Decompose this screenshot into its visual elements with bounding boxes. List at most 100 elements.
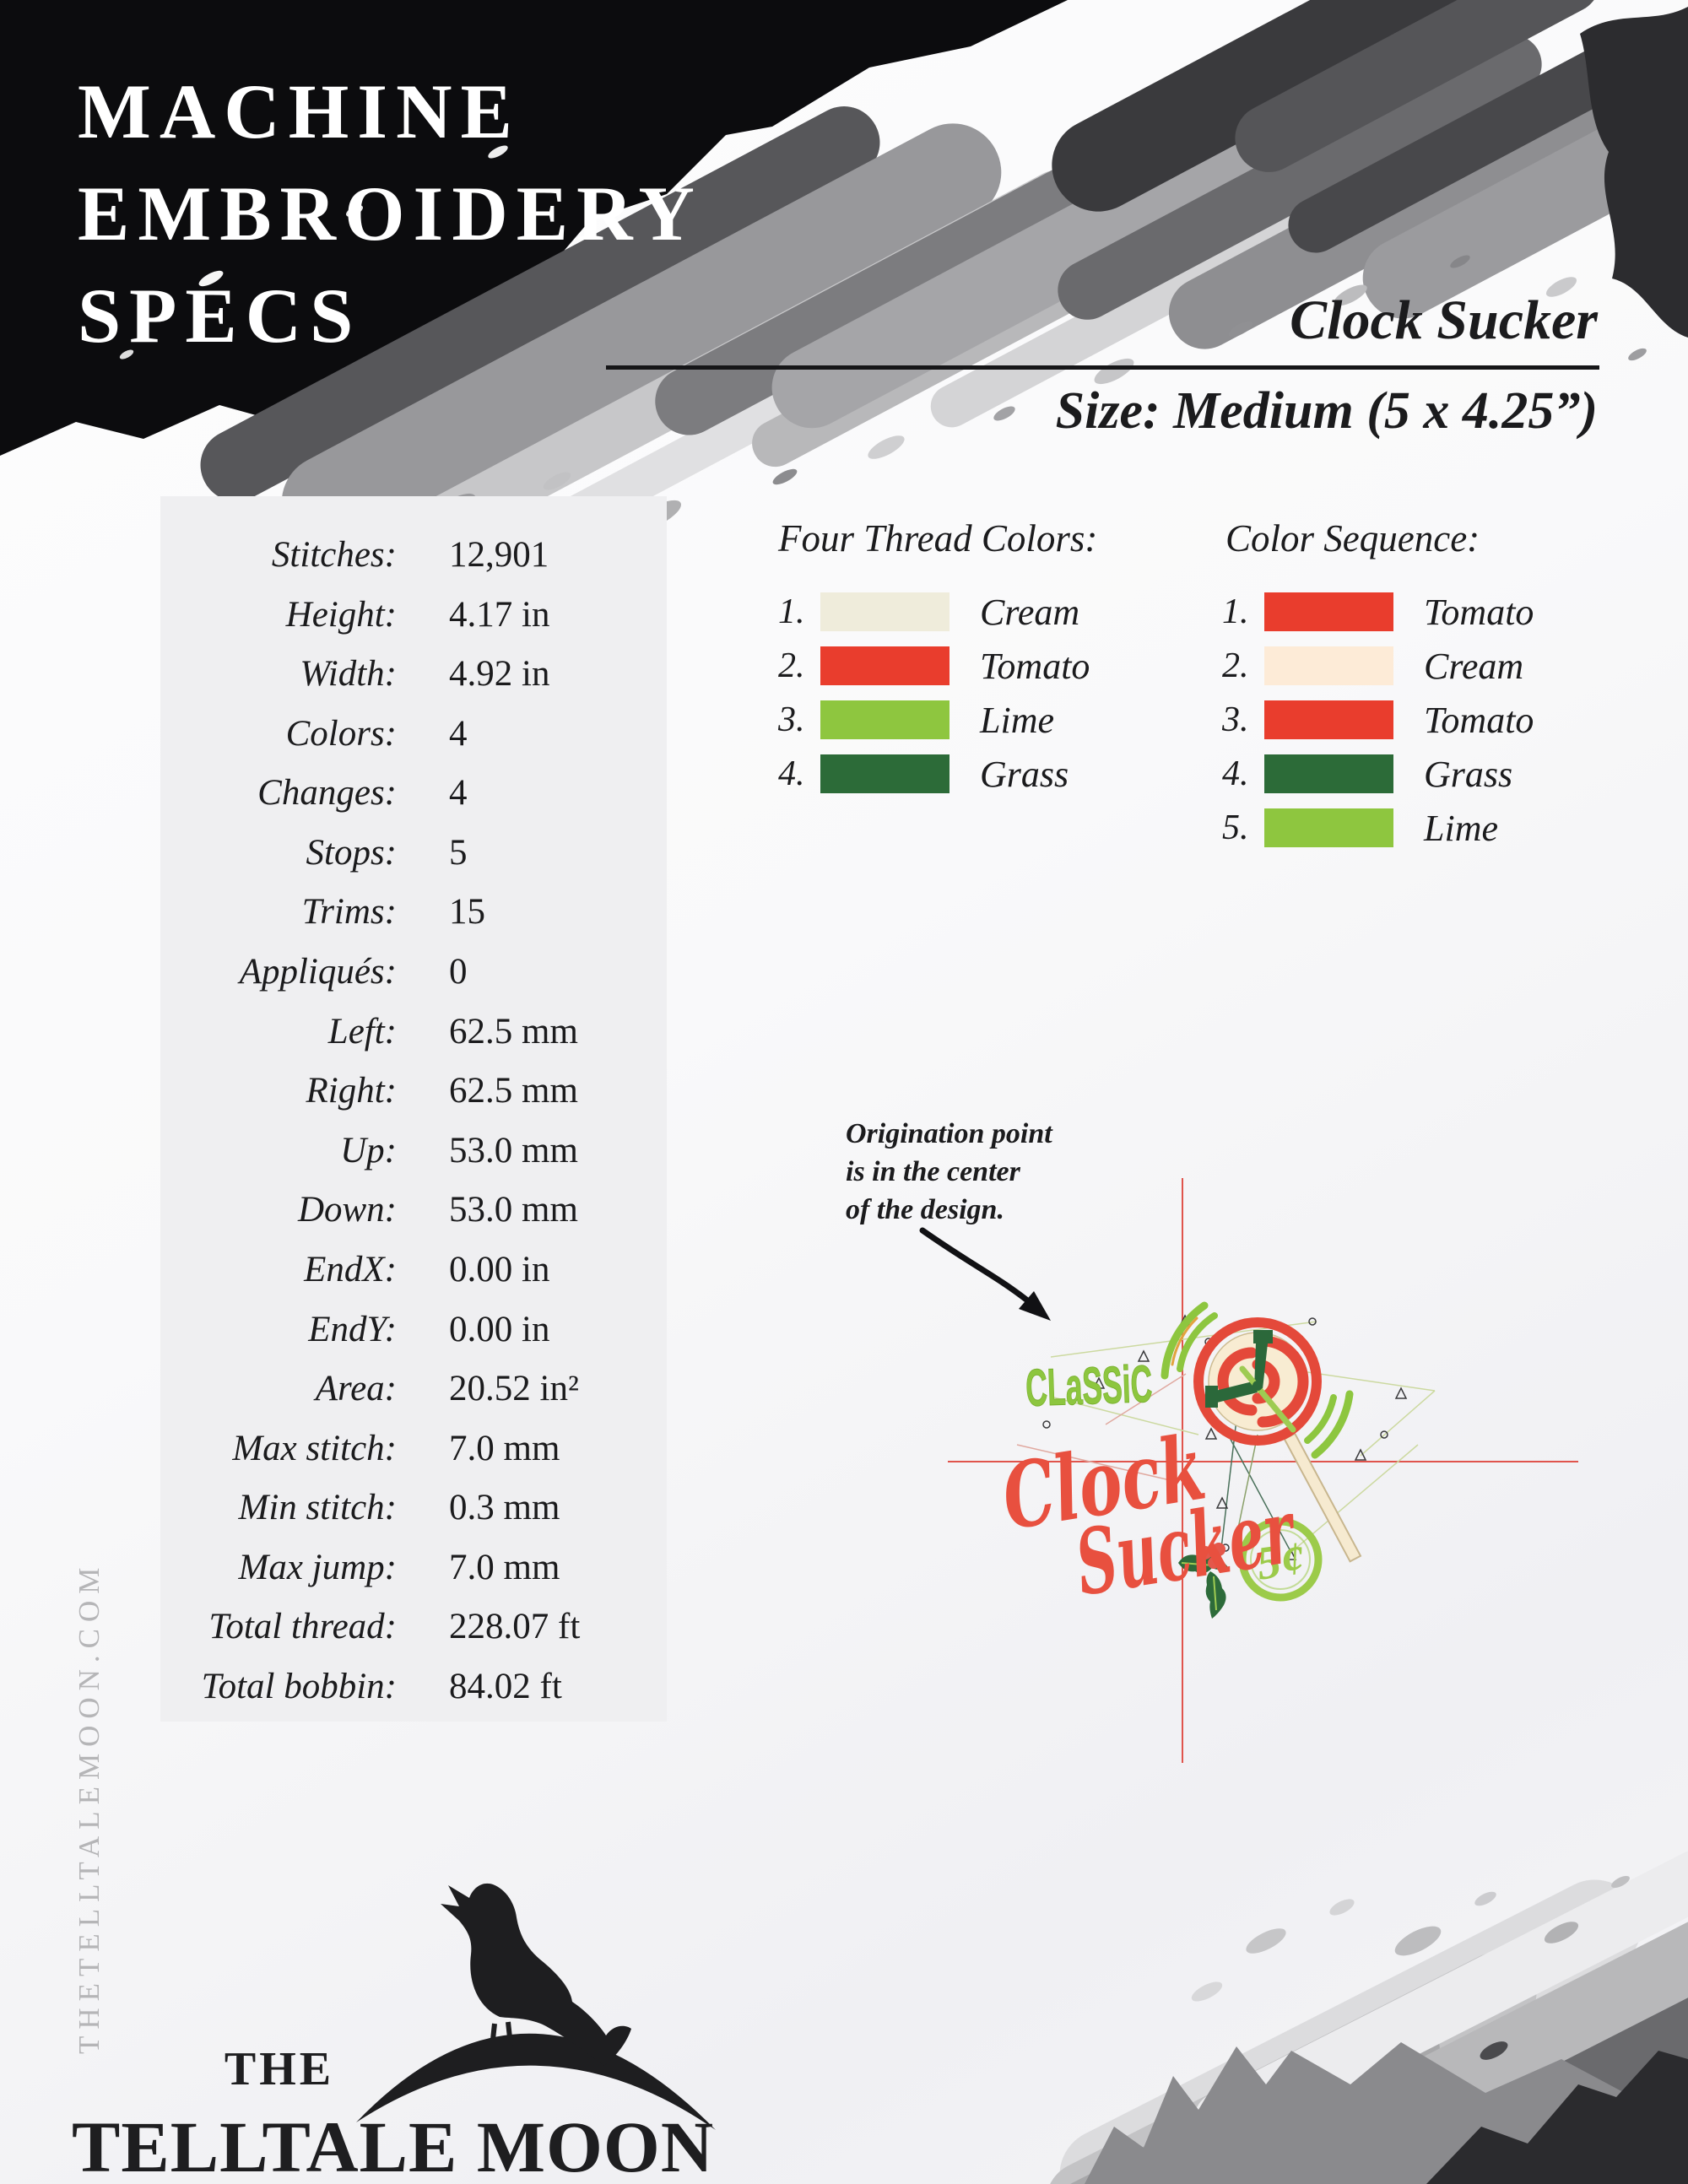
color-number: 3. bbox=[778, 700, 805, 739]
spec-label: Width: bbox=[300, 654, 397, 695]
spec-row: Right: 62.5 mm bbox=[160, 1073, 667, 1109]
crescent-moon-icon bbox=[356, 2033, 716, 2130]
color-list-item: 3. Lime bbox=[778, 699, 1090, 741]
spec-label: Changes: bbox=[257, 773, 397, 814]
spec-value: 62.5 mm bbox=[449, 1011, 578, 1051]
spec-row: Up: 53.0 mm bbox=[160, 1133, 667, 1169]
thread-colors-list: 1. Cream 2. Tomato 3. Lime 4. Grass bbox=[778, 592, 1090, 808]
spec-row: Area: 20.52 in² bbox=[160, 1370, 667, 1407]
origination-note-line: of the design. bbox=[846, 1193, 1004, 1225]
spec-label: Appliqués: bbox=[239, 952, 397, 992]
color-number: 1. bbox=[778, 592, 805, 631]
spec-label: Height: bbox=[285, 594, 397, 635]
specs-panel: Stitches: 12,901 Height: 4.17 in Width: 4.92 … bbox=[160, 496, 667, 1722]
color-name: Cream bbox=[980, 591, 1080, 633]
spec-row: Stops: 5 bbox=[160, 835, 667, 871]
page-title: MACHINE EMBROIDERY SPECS bbox=[78, 61, 703, 367]
spec-row: Changes: 4 bbox=[160, 775, 667, 811]
color-swatch bbox=[1264, 754, 1393, 793]
color-number: 3. bbox=[1222, 700, 1249, 739]
telltale-moon-logo bbox=[356, 1883, 716, 2130]
spec-value: 7.0 mm bbox=[449, 1428, 560, 1468]
motion-arcs bbox=[1160, 1301, 1354, 1459]
spec-row: Down: 53.0 mm bbox=[160, 1192, 667, 1228]
logo-the-text: THE bbox=[224, 2043, 335, 2095]
color-sequence-list: 1. Tomato 2. Cream 3. Tomato 4. Grass 5. Lime bbox=[1222, 592, 1534, 862]
origination-arrow-icon bbox=[919, 1227, 1051, 1321]
spec-label: Total bobbin: bbox=[201, 1666, 397, 1706]
origination-note-line: is in the center bbox=[846, 1155, 1020, 1187]
classic-text: CLaSSiC bbox=[1025, 1355, 1153, 1418]
color-swatch bbox=[820, 700, 950, 739]
spec-value: 53.0 mm bbox=[449, 1190, 578, 1230]
color-sequence-heading: Color Sequence: bbox=[1225, 517, 1480, 560]
color-list-item: 5. Lime bbox=[1222, 807, 1534, 849]
spec-row: Max jump: 7.0 mm bbox=[160, 1549, 667, 1586]
title-divider bbox=[606, 365, 1599, 370]
spec-value: 0.3 mm bbox=[449, 1488, 560, 1528]
color-swatch bbox=[820, 754, 950, 793]
color-number: 2. bbox=[778, 646, 805, 685]
spec-label: Max jump: bbox=[238, 1547, 397, 1587]
spec-value: 62.5 mm bbox=[449, 1071, 578, 1111]
spec-value: 5 bbox=[449, 832, 468, 873]
spec-row: Max stitch: 7.0 mm bbox=[160, 1430, 667, 1467]
spec-label: Max stitch: bbox=[232, 1428, 397, 1468]
color-list-item: 4. Grass bbox=[1222, 753, 1534, 795]
spec-row: EndX: 0.00 in bbox=[160, 1251, 667, 1288]
origination-note: Origination point is in the center of th… bbox=[846, 1116, 1052, 1230]
spec-label: Stops: bbox=[306, 832, 398, 873]
color-swatch bbox=[1264, 592, 1393, 631]
holly-icon bbox=[1178, 1543, 1229, 1619]
color-list-item: 2. Cream bbox=[1222, 645, 1534, 687]
spec-value: 4 bbox=[449, 713, 468, 754]
color-swatch bbox=[1264, 646, 1393, 685]
spec-label: Total thread: bbox=[208, 1607, 397, 1647]
color-swatch bbox=[1264, 700, 1393, 739]
spec-label: Stitches: bbox=[271, 535, 397, 575]
spec-label: Down: bbox=[297, 1190, 397, 1230]
spec-row: Left: 62.5 mm bbox=[160, 1014, 667, 1050]
spec-row: Stitches: 12,901 bbox=[160, 537, 667, 573]
color-list-item: 1. Tomato bbox=[1222, 592, 1534, 633]
spec-row: Colors: 4 bbox=[160, 716, 667, 752]
spec-value: 53.0 mm bbox=[449, 1130, 578, 1170]
price-text: 5¢ bbox=[1253, 1532, 1307, 1590]
page-title-line: EMBROIDERY bbox=[78, 170, 703, 257]
color-name: Grass bbox=[980, 753, 1069, 795]
spec-row: Width: 4.92 in bbox=[160, 656, 667, 692]
spec-value: 15 bbox=[449, 892, 485, 933]
spec-row: Min stitch: 0.3 mm bbox=[160, 1489, 667, 1526]
color-list-item: 2. Tomato bbox=[778, 646, 1090, 687]
spec-row: Total thread: 228.07 ft bbox=[160, 1608, 667, 1645]
spec-label: Trims: bbox=[301, 892, 397, 933]
crow-icon bbox=[441, 1883, 631, 2066]
clock-hands bbox=[1205, 1330, 1296, 1433]
spec-row: Trims: 15 bbox=[160, 894, 667, 930]
spec-row: Total bobbin: 84.02 ft bbox=[160, 1668, 667, 1705]
color-number: 1. bbox=[1222, 592, 1249, 631]
spec-label: Min stitch: bbox=[238, 1488, 398, 1528]
color-list-item: 3. Tomato bbox=[1222, 700, 1534, 741]
color-name: Cream bbox=[1424, 645, 1524, 687]
spec-row: Height: 4.17 in bbox=[160, 597, 667, 633]
color-name: Grass bbox=[1424, 753, 1513, 795]
spec-label: EndX: bbox=[304, 1249, 397, 1289]
color-number: 2. bbox=[1222, 646, 1249, 685]
color-swatch bbox=[820, 592, 950, 631]
color-name: Lime bbox=[980, 699, 1054, 741]
spec-value: 20.52 in² bbox=[449, 1369, 579, 1409]
spec-label: Area: bbox=[315, 1369, 397, 1409]
spec-label: EndY: bbox=[308, 1309, 397, 1349]
thread-colors-heading: Four Thread Colors: bbox=[778, 517, 1098, 560]
color-swatch bbox=[1264, 808, 1393, 847]
spec-value: 12,901 bbox=[449, 535, 549, 575]
brush-strokes-top bbox=[0, 0, 1688, 565]
spec-label: Colors: bbox=[285, 713, 397, 754]
spec-value: 0.00 in bbox=[449, 1309, 550, 1349]
spec-value: 0 bbox=[449, 952, 468, 992]
color-name: Lime bbox=[1424, 807, 1498, 849]
spec-value: 4.92 in bbox=[449, 654, 550, 695]
spec-value: 84.02 ft bbox=[449, 1666, 562, 1706]
